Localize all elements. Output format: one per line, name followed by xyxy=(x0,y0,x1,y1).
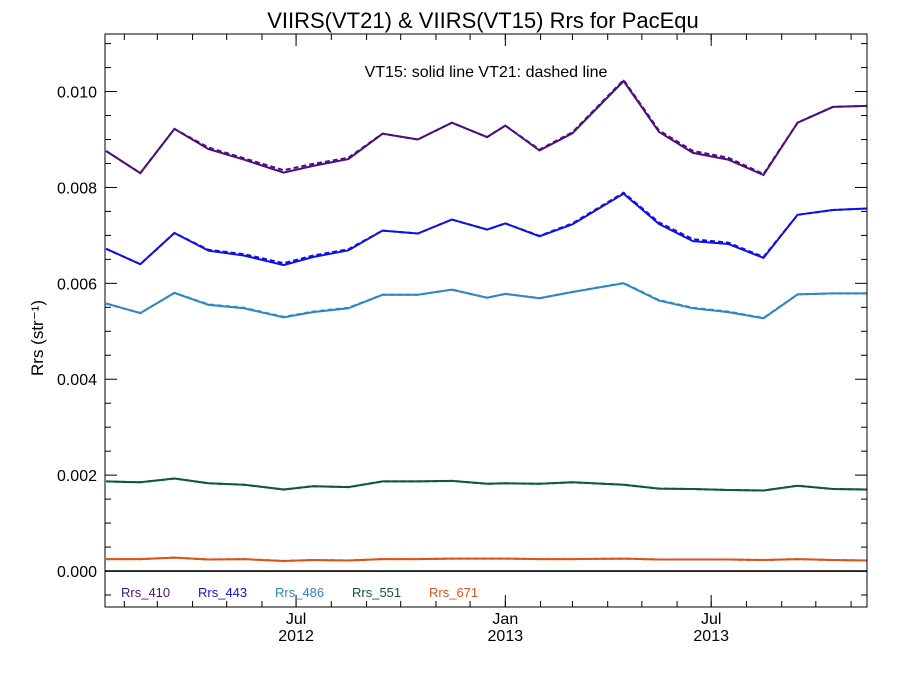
y-tick-label: 0.000 xyxy=(57,564,97,581)
series-line-rrs-486-vt21 xyxy=(105,281,867,319)
chart-title: VIIRS(VT21) & VIIRS(VT15) Rrs for PacEqu xyxy=(267,8,699,33)
legend-entry-rrs-486: Rrs_486 xyxy=(275,585,324,600)
x-tick-label-year: 2013 xyxy=(488,628,524,645)
legend-entry-rrs-443: Rrs_443 xyxy=(198,585,247,600)
y-tick-label: 0.006 xyxy=(57,276,97,293)
y-axis-label: Rrs (str⁻¹) xyxy=(28,300,47,376)
x-tick-label-month: Jan xyxy=(492,611,518,628)
x-tick-label-month: Jul xyxy=(701,611,721,628)
plot-area xyxy=(105,78,868,572)
line-style-annotation: VT15: solid line VT21: dashed line xyxy=(365,64,608,81)
y-tick-label: 0.008 xyxy=(57,180,97,197)
axis-ticks: 0.0000.0020.0040.0060.0080.010Jul2012Jan… xyxy=(57,34,867,645)
legend-entry-rrs-671: Rrs_671 xyxy=(429,585,478,600)
plot-frame xyxy=(104,33,868,608)
legend-entry-rrs-410: Rrs_410 xyxy=(121,585,170,600)
legend: Rrs_410 Rrs_443 Rrs_486 Rrs_551 Rrs_671 xyxy=(121,585,478,600)
series-line-rrs-410-vt21 xyxy=(105,78,868,176)
series-line-rrs-443-vt15 xyxy=(105,192,868,267)
series-line-rrs-671-vt15 xyxy=(106,556,868,563)
series-line-rrs-410-vt15 xyxy=(105,79,868,177)
y-tick-label: 0.010 xyxy=(57,85,97,102)
series-line-rrs-486-vt15 xyxy=(105,282,867,320)
y-tick-label: 0.004 xyxy=(57,372,97,389)
series-line-rrs-551-vt15 xyxy=(106,477,868,492)
x-tick-label-year: 2013 xyxy=(693,628,729,645)
x-tick-label-year: 2012 xyxy=(278,628,314,645)
legend-entry-rrs-551: Rrs_551 xyxy=(352,585,401,600)
y-tick-label: 0.002 xyxy=(57,468,97,485)
x-tick-label-month: Jul xyxy=(286,611,306,628)
